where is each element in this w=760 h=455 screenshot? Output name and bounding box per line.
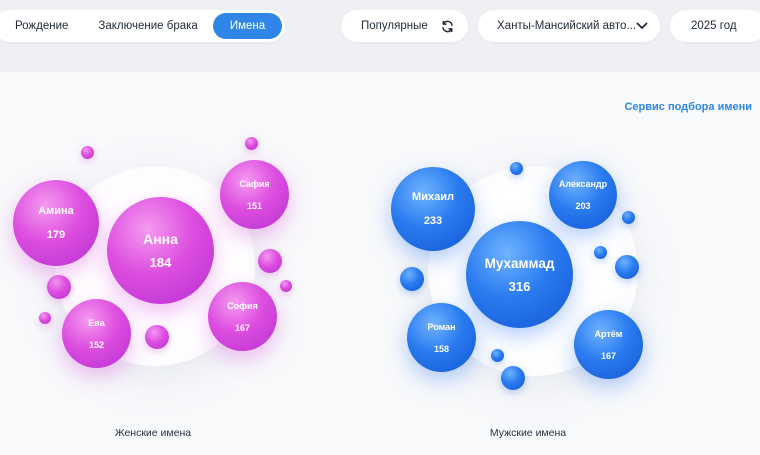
name-count: 184 bbox=[149, 255, 172, 270]
name-label: Роман bbox=[427, 321, 456, 332]
region-select[interactable]: Ханты-Мансийский авто... bbox=[478, 10, 660, 42]
name-count: 152 bbox=[88, 339, 105, 350]
female-name-bubble[interactable]: Амина 179 bbox=[13, 180, 99, 266]
decorative-dot bbox=[81, 146, 94, 159]
female-name-bubble[interactable]: Сафия 151 bbox=[220, 160, 289, 229]
name-label: Михаил bbox=[412, 191, 454, 203]
name-label: Амина bbox=[38, 205, 74, 217]
name-label: Анна bbox=[143, 231, 178, 247]
name-count: 233 bbox=[423, 215, 443, 227]
name-count: 167 bbox=[600, 350, 617, 361]
region-value: Ханты-Мансийский авто... bbox=[497, 20, 637, 32]
female-names-caption: Женские имена bbox=[114, 427, 192, 439]
name-count: 167 bbox=[234, 322, 251, 333]
name-picker-service-link[interactable]: Сервис подбора имени bbox=[624, 101, 752, 113]
female-name-bubble[interactable]: Анна 184 bbox=[107, 197, 214, 304]
tab-names[interactable]: Имена bbox=[212, 13, 283, 39]
male-names-caption: Мужские имена bbox=[489, 427, 567, 439]
top-bar: Рождение Заключение брака Имена Популярн… bbox=[0, 0, 760, 72]
tab-marriage[interactable]: Заключение брака bbox=[98, 20, 198, 32]
decorative-dot bbox=[39, 312, 51, 324]
sort-selector[interactable]: Популярные bbox=[341, 10, 468, 42]
decorative-dot bbox=[594, 246, 607, 259]
name-label: Артём bbox=[594, 328, 623, 339]
decorative-dot bbox=[258, 249, 282, 273]
chevron-down-icon bbox=[636, 22, 648, 30]
decorative-dot bbox=[501, 366, 525, 390]
name-count: 179 bbox=[46, 229, 66, 241]
name-count: 316 bbox=[508, 278, 531, 294]
name-count: 151 bbox=[246, 200, 263, 211]
female-name-bubble[interactable]: София 167 bbox=[208, 282, 277, 351]
male-name-bubble[interactable]: Мухаммад 316 bbox=[466, 221, 573, 328]
decorative-dot bbox=[491, 349, 504, 362]
decorative-dot bbox=[510, 162, 523, 175]
female-name-bubble[interactable]: Ева 152 bbox=[62, 299, 131, 368]
tab-birth[interactable]: Рождение bbox=[15, 20, 69, 32]
decorative-dot bbox=[622, 211, 635, 224]
decorative-dot bbox=[47, 275, 71, 299]
decorative-dot bbox=[245, 137, 258, 150]
name-count: 203 bbox=[575, 201, 591, 211]
refresh-icon[interactable] bbox=[441, 20, 454, 33]
name-label: Сафия bbox=[239, 178, 270, 189]
male-name-bubble[interactable]: Михаил 233 bbox=[391, 167, 475, 251]
male-name-bubble[interactable]: Роман 158 bbox=[407, 303, 476, 372]
year-select[interactable]: 2025 год bbox=[670, 10, 760, 42]
name-label: Александр bbox=[558, 179, 608, 189]
decorative-dot bbox=[280, 280, 292, 292]
sort-label: Популярные bbox=[361, 20, 428, 32]
name-label: София bbox=[227, 300, 258, 311]
year-value: 2025 год bbox=[691, 20, 737, 32]
decorative-dot bbox=[145, 325, 169, 349]
male-name-bubble[interactable]: Александр 203 bbox=[549, 161, 617, 229]
name-count: 158 bbox=[433, 343, 450, 354]
male-name-bubble[interactable]: Артём 167 bbox=[574, 310, 643, 379]
name-label: Мухаммад bbox=[484, 255, 555, 271]
decorative-dot bbox=[400, 267, 424, 291]
decorative-dot bbox=[615, 255, 639, 279]
name-label: Ева bbox=[88, 317, 105, 328]
tab-group: Рождение Заключение брака Имена bbox=[0, 10, 286, 42]
